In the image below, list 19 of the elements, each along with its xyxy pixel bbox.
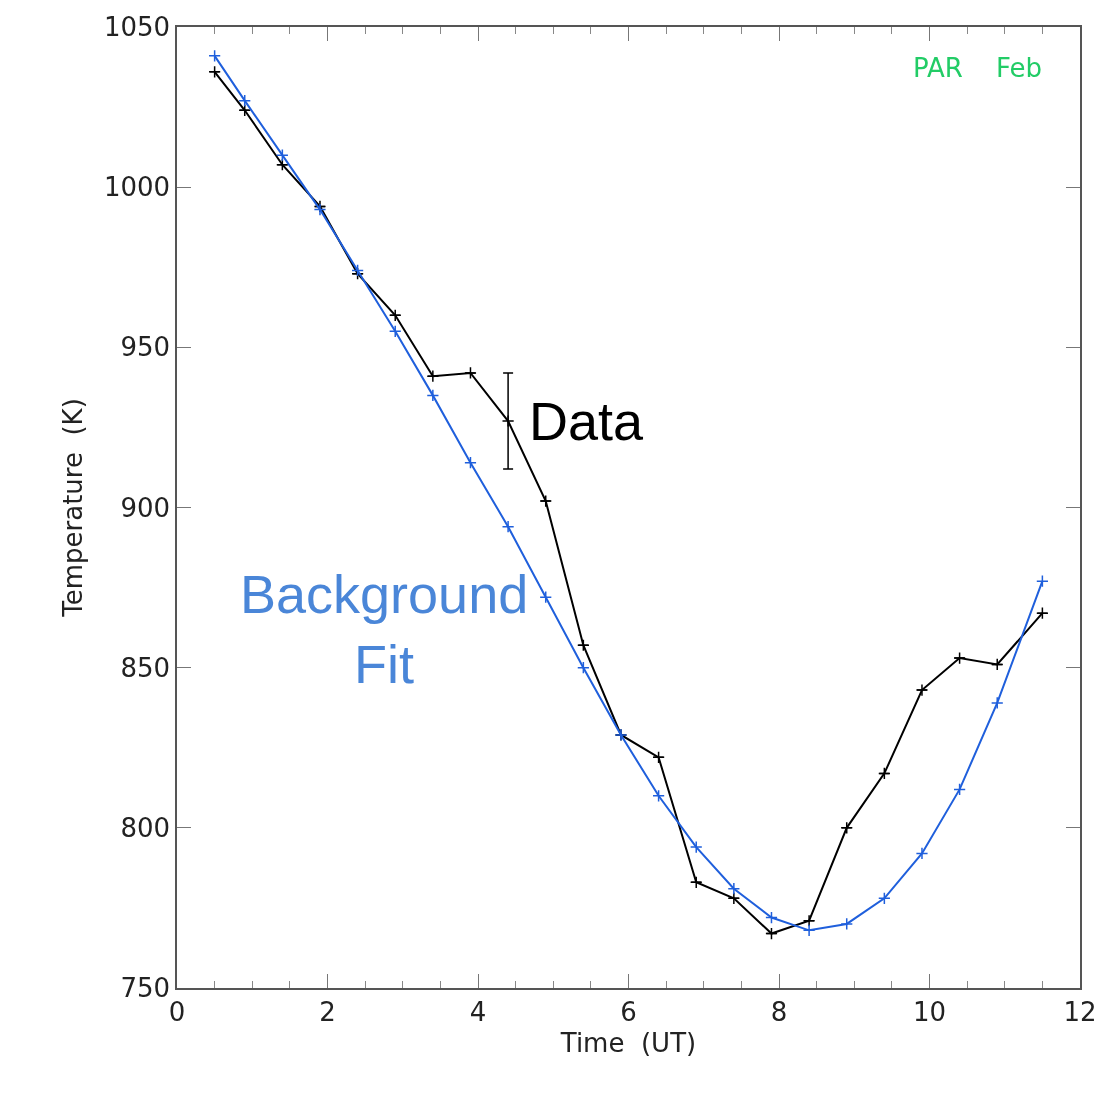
annotation: Data [529,391,645,451]
y-axis-title: Temperature (K) [57,398,88,618]
x-tick-label: 2 [319,996,336,1027]
annotation: PAR Feb [913,53,1042,83]
x-tick-label: 6 [620,996,637,1027]
x-tick-label: 0 [168,996,186,1027]
y-tick-label: 1050 [103,12,171,43]
annotation: Background Fit [240,564,529,695]
y-tick-label: 800 [120,812,171,843]
y-tick-label: 950 [120,332,171,363]
x-tick-label: 4 [469,996,487,1027]
y-tick-label: 750 [120,973,171,1004]
y-tick-label: 850 [120,652,171,683]
x-tick-label: 12 [1063,996,1097,1027]
x-tick-label: 10 [912,996,947,1027]
x-tick-label: 8 [770,996,788,1027]
x-axis-title: Time (UT) [559,1028,697,1059]
y-tick-label: 900 [120,492,171,523]
y-tick-label: 1000 [103,172,171,203]
